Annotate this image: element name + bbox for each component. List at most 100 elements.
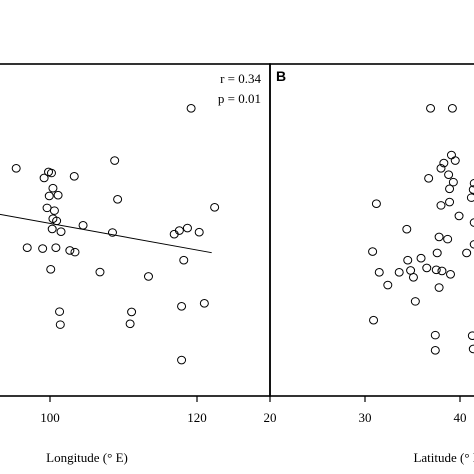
panel-a-point-23 [169,229,179,239]
panel-b-point-7 [424,173,434,183]
panel-a-point-36 [55,307,65,316]
panel-a-point-1 [11,164,21,173]
panel-b-point-20 [443,234,453,244]
panel-a-point-27 [65,246,75,255]
panel-b-point-0 [426,103,436,113]
panel-b-point-19 [434,232,444,242]
panel-a-point-25 [38,244,48,253]
panel-a-point-20 [182,223,192,233]
panel-a-point-3 [46,168,56,178]
panel-b-point-4 [439,158,449,168]
panel-a-point-9 [44,191,54,201]
panel-a-point-35 [127,307,137,317]
panel-b-point-9 [469,178,474,188]
panel-a-point-4 [39,173,49,183]
panel-a-x-axis: 100 120 [40,396,207,425]
panel-b-point-22 [368,247,378,256]
panel-a-point-31 [95,267,105,277]
panel-a-point-7 [48,183,58,193]
panel-b-point-11 [468,185,474,194]
panel-b-point-37 [410,297,420,306]
panel-a-point-34 [177,302,187,311]
panel-b-point-15 [436,201,446,210]
panel-b-point-23 [432,248,442,258]
panel-b-points [368,103,474,355]
panel-b-point-16 [454,211,464,221]
panel-b-point-24 [462,248,472,258]
panel-b-point-38 [369,315,379,325]
panel-a-x-tick-label-1: 120 [187,410,207,425]
panel-b-point-39 [430,330,440,340]
panel-b-point-35 [383,280,393,290]
panel-a-point-29 [179,255,189,265]
panel-b-point-10 [445,184,455,194]
panel-a-point-33 [199,299,209,308]
panel-b-point-40 [467,331,474,340]
panel-b-point-41 [430,346,440,355]
panel-a-fit-line [0,213,212,254]
panel-b-point-31 [422,263,432,273]
panel-a-point-38 [55,320,65,329]
panel-b-point-29 [394,268,404,277]
panel-b-point-26 [403,255,413,265]
panel-a-x-axis-title: Longitude (° E) [46,450,128,465]
panel-a-point-5 [110,156,120,165]
panel-b-point-5 [436,164,446,173]
panel-b-point-18 [402,224,412,234]
panel-b-x-axis: 20 30 40 [264,396,467,425]
panel-b-point-32 [437,266,447,276]
panel-a-point-12 [210,203,220,212]
panel-b-point-25 [416,253,426,263]
panel-b-point-3 [450,156,460,165]
panel-a-point-8 [53,190,63,200]
panel-a-fit-line-group [0,213,212,254]
panel-b-point-21 [469,240,474,249]
panel-b-frame [269,63,474,397]
panel-b-point-13 [445,197,455,207]
panel-a-point-17 [78,220,88,230]
panel-b-point-27 [431,265,441,275]
panel-a-p-value: p = 0.01 [218,91,261,106]
panel-a: r = 0.34 p = 0.01 100 120 Longitude (° E) [0,63,271,465]
panel-b-point-17 [469,218,474,227]
panel-a-point-26 [51,243,61,253]
panel-a-point-0 [186,103,196,113]
panel-b-label: B [276,68,286,84]
panel-b: B 20 30 40 Latitude (° N) [264,63,474,465]
panel-b-x-axis-title: Latitude (° N) [413,450,474,465]
panel-a-point-16 [47,224,57,234]
panel-a-point-6 [69,172,79,181]
panel-a-point-11 [49,206,59,215]
panel-a-point-15 [48,214,58,223]
panel-a-point-19 [107,228,117,237]
panel-b-point-36 [434,283,444,292]
panel-a-point-30 [46,264,56,274]
panel-a-point-10 [113,194,123,204]
panel-a-r-value: r = 0.34 [220,71,261,86]
panel-b-point-1 [447,103,457,113]
panel-a-point-18 [56,227,66,236]
panel-b-point-34 [408,273,418,282]
panel-b-point-14 [371,199,381,209]
panel-b-point-8 [448,177,458,187]
panel-b-x-tick-label-0: 20 [264,410,277,425]
panel-a-point-39 [177,355,187,365]
panel-b-point-42 [468,344,474,354]
panel-a-point-22 [194,227,204,237]
panel-a-point-28 [70,247,80,257]
panel-b-point-6 [444,170,454,179]
panel-a-x-tick-label-0: 100 [40,410,60,425]
panel-a-frame [0,63,271,397]
panel-b-point-28 [374,268,384,277]
panel-a-point-32 [143,272,153,281]
panel-a-point-24 [22,243,32,253]
panel-b-point-12 [466,193,474,202]
panel-b-point-33 [446,269,455,279]
panel-b-x-tick-label-1: 30 [359,410,372,425]
panel-a-point-37 [125,319,135,329]
panel-b-x-tick-label-2: 40 [454,410,467,425]
panel-b-point-2 [446,150,456,160]
panel-a-points [11,103,220,365]
panel-a-point-13 [42,203,52,213]
